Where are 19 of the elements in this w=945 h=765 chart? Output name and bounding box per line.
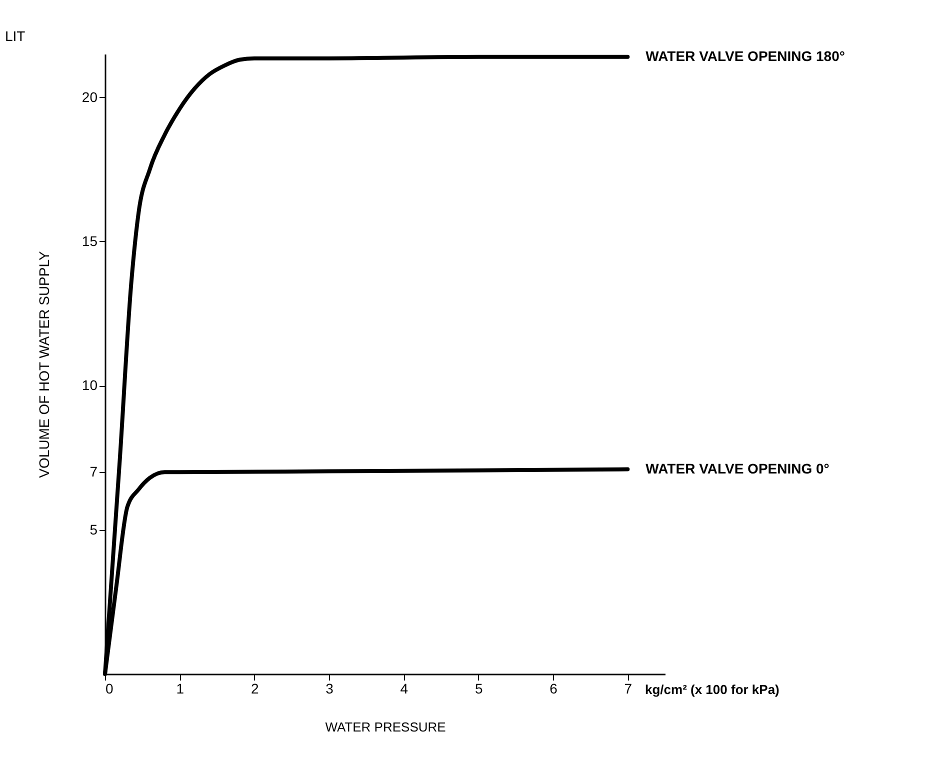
- x-tick-label: 2: [250, 680, 259, 696]
- y-tick-label: 7: [90, 464, 98, 480]
- text: kg/cm² (x 100 for kPa): [645, 682, 780, 697]
- y-axis-title: VOLUME OF HOT WATER SUPPLY: [36, 250, 52, 478]
- series-label: WATER VALVE OPENING 180°: [646, 48, 845, 64]
- y-tick-label: 20: [82, 88, 98, 105]
- x-tick-label: 0: [106, 680, 114, 696]
- x-tick-label: 1: [176, 680, 184, 696]
- x-tick-label: 6: [550, 680, 558, 696]
- x-tick-label: 3: [326, 680, 334, 696]
- y-tick-label: 15: [82, 232, 98, 249]
- y-tick-label: 5: [90, 521, 98, 538]
- x-tick-label: 4: [400, 680, 408, 696]
- x-axis-title: WATER PRESSURE: [325, 720, 446, 734]
- text: LIT: [5, 28, 26, 44]
- x-tick-label: 5: [474, 680, 483, 696]
- y-tick-label: 10: [82, 377, 98, 394]
- x-tick-label: 7: [624, 680, 632, 696]
- series-label: WATER VALVE OPENING 0°: [646, 460, 830, 476]
